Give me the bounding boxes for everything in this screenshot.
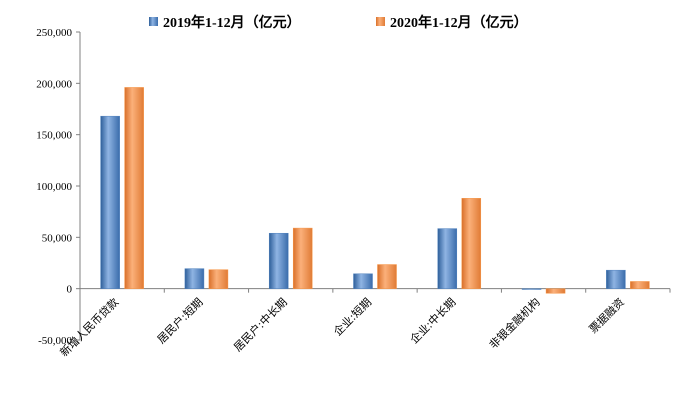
y-tick-label: 100,000 — [36, 181, 72, 193]
x-tick-label: 居民户:中长期 — [231, 295, 290, 354]
legend-label-series-0: 2019年1-12月（亿元） — [163, 14, 301, 31]
bar-series-0-cat-4 — [437, 228, 458, 289]
legend-label-series-1: 2020年1-12月（亿元） — [390, 14, 528, 31]
bar-series-1-cat-4 — [461, 198, 482, 289]
bar-series-0-cat-3 — [353, 273, 373, 289]
y-tick-label: -50,000 — [38, 335, 72, 347]
x-tick-label: 新增人民币贷款 — [57, 295, 121, 359]
bar-series-0-cat-1 — [184, 268, 205, 289]
bar-series-1-cat-6 — [630, 281, 650, 289]
bar-series-1-cat-5 — [545, 288, 566, 294]
bar-series-0-cat-5 — [521, 288, 542, 290]
x-tick-label: 非银金融机构 — [486, 295, 543, 352]
x-tick-label: 企业:短期 — [330, 295, 374, 339]
y-tick-label: 250,000 — [36, 27, 72, 39]
y-tick-label: 0 — [67, 284, 73, 296]
x-tick-label: 居民户:短期 — [154, 295, 205, 346]
x-tick-label: 票据融资 — [586, 295, 627, 336]
bar-series-1-cat-2 — [292, 227, 313, 289]
bar-series-0-cat-2 — [268, 232, 289, 289]
y-tick-label: 200,000 — [36, 78, 72, 90]
axes — [76, 31, 671, 341]
y-tick-label: 50,000 — [42, 232, 73, 244]
bar-series-0-cat-0 — [100, 115, 120, 289]
chart-legend: 2019年1-12月（亿元） 2020年1-12月（亿元） — [149, 14, 528, 31]
legend-swatch-series-1 — [376, 17, 385, 26]
bars — [100, 87, 650, 294]
bar-series-1-cat-1 — [208, 269, 229, 289]
x-tick-label: 企业:中长期 — [407, 295, 458, 346]
bar-series-1-cat-3 — [377, 264, 397, 289]
bar-series-0-cat-6 — [606, 269, 626, 289]
bar-series-1-cat-0 — [124, 87, 144, 289]
y-tick-label: 150,000 — [36, 130, 72, 142]
legend-swatch-series-0 — [149, 17, 158, 26]
